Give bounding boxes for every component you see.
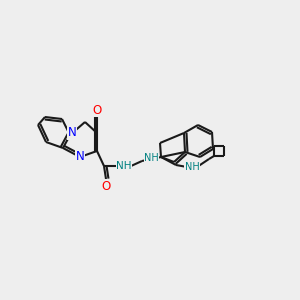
Text: NH: NH	[184, 162, 200, 172]
Text: NH: NH	[144, 153, 159, 163]
Text: NH: NH	[116, 161, 132, 171]
Text: O: O	[92, 103, 102, 116]
Text: O: O	[101, 179, 111, 193]
Text: N: N	[76, 151, 84, 164]
Text: N: N	[68, 127, 76, 140]
